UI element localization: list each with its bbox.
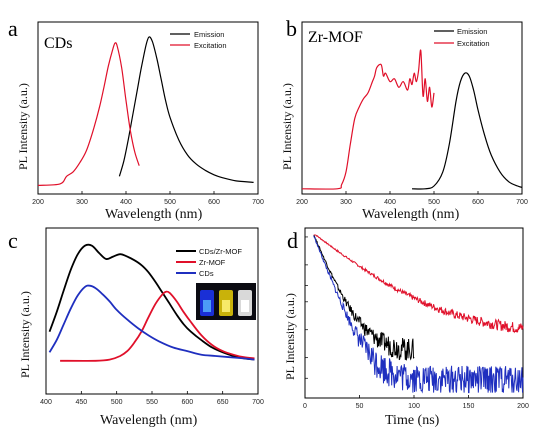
panel-b-frame	[301, 21, 523, 195]
line-emission	[118, 36, 254, 183]
panel-c-legend: CDs/Zr-MOF Zr-MOF CDs	[176, 247, 242, 278]
line-cds-zr-mof	[48, 243, 255, 361]
panel-d-x-ticks: 0 50 100 150 200	[303, 395, 529, 410]
x-tick-label: 700	[252, 399, 264, 406]
panel-a-xlabel: Wavelength (nm)	[105, 207, 203, 222]
line-excitation	[37, 42, 140, 186]
legend-label-excitation: Excitation	[194, 41, 227, 50]
x-tick-label: 50	[356, 403, 364, 410]
panel-b-ylabel: PL Intensity (a.u.)	[280, 83, 294, 170]
line-excitation	[301, 49, 435, 190]
x-tick-label: 500	[164, 199, 176, 206]
x-tick-label: 150	[463, 403, 475, 410]
legend-label-cds-zrmof: CDs/Zr-MOF	[199, 247, 242, 256]
legend-label-emission: Emission	[457, 27, 487, 36]
inset-vials-photo	[196, 283, 256, 320]
legend-label-excitation: Excitation	[457, 39, 490, 48]
panel-b: b Zr-MOF 200 300 400 500 600 700 Emission Exc…	[280, 16, 528, 222]
panel-c: c 400 450 500 550 600 650 700 CDs/Zr-MOF Zr-MO…	[8, 227, 264, 428]
x-tick-label: 200	[517, 403, 529, 410]
x-tick-label: 600	[208, 199, 220, 206]
legend-label-emission: Emission	[194, 30, 224, 39]
panel-a-series	[37, 36, 254, 186]
line-emission	[411, 72, 523, 190]
panel-c-series	[48, 243, 255, 362]
panel-letter-c: c	[8, 228, 18, 253]
x-tick-label: 600	[181, 399, 193, 406]
panel-b-series	[301, 49, 523, 190]
line-cds	[48, 284, 255, 361]
panel-b-x-ticks: 200 300 400 500 600 700	[296, 191, 528, 206]
panel-c-xlabel: Wavelength (nm)	[100, 413, 198, 428]
legend-label-zrmof: Zr-MOF	[199, 258, 226, 267]
panel-a-legend: Emission Excitation	[170, 30, 227, 50]
panel-letter-d: d	[287, 228, 298, 253]
panel-letter-a: a	[8, 16, 18, 41]
x-tick-label: 300	[340, 199, 352, 206]
panel-a-ylabel: PL Intensity (a.u.)	[16, 83, 30, 170]
legend-label-cds: CDs	[199, 269, 214, 278]
decay-series-1	[313, 234, 524, 334]
panel-c-x-ticks: 400 450 500 550 600 650 700	[40, 391, 264, 406]
panel-d-y-minor-ticks	[305, 236, 308, 379]
x-tick-label: 0	[303, 403, 307, 410]
x-tick-label: 650	[217, 399, 229, 406]
x-tick-label: 300	[76, 199, 88, 206]
panel-a-frame	[37, 21, 259, 195]
x-tick-label: 450	[75, 399, 87, 406]
panel-letter-b: b	[286, 16, 297, 41]
x-tick-label: 400	[384, 199, 396, 206]
x-tick-label: 600	[472, 199, 484, 206]
panel-d: d 0 50 100 150 200 PL Intensity (a.u.) Time …	[283, 227, 529, 428]
panel-d-series	[313, 234, 524, 394]
panel-c-ylabel: PL Intensity (a.u.)	[18, 291, 32, 378]
panel-d-xlabel: Time (ns)	[385, 413, 440, 428]
x-tick-label: 500	[428, 199, 440, 206]
line-zr-mof	[60, 290, 255, 362]
decay-series-3	[313, 235, 524, 394]
panel-d-ylabel: PL Intensity (a.u.)	[283, 293, 297, 380]
x-tick-label: 200	[296, 199, 308, 206]
x-tick-label: 550	[146, 399, 158, 406]
panel-b-title: Zr-MOF	[308, 29, 363, 46]
panel-a: a CDs 200 300 400 500 600 700 Emission Excita…	[8, 16, 264, 222]
x-tick-label: 400	[120, 199, 132, 206]
decay-series-2	[313, 234, 415, 361]
panel-b-legend: Emission Excitation	[434, 27, 490, 48]
panel-a-title: CDs	[44, 35, 72, 52]
x-tick-label: 700	[252, 199, 264, 206]
x-tick-label: 500	[111, 399, 123, 406]
x-tick-label: 200	[32, 199, 44, 206]
x-tick-label: 700	[516, 199, 528, 206]
x-tick-label: 100	[408, 403, 420, 410]
panel-a-x-ticks: 200 300 400 500 600 700	[32, 191, 264, 206]
panel-b-xlabel: Wavelength (nm)	[362, 207, 460, 222]
x-tick-label: 400	[40, 399, 52, 406]
